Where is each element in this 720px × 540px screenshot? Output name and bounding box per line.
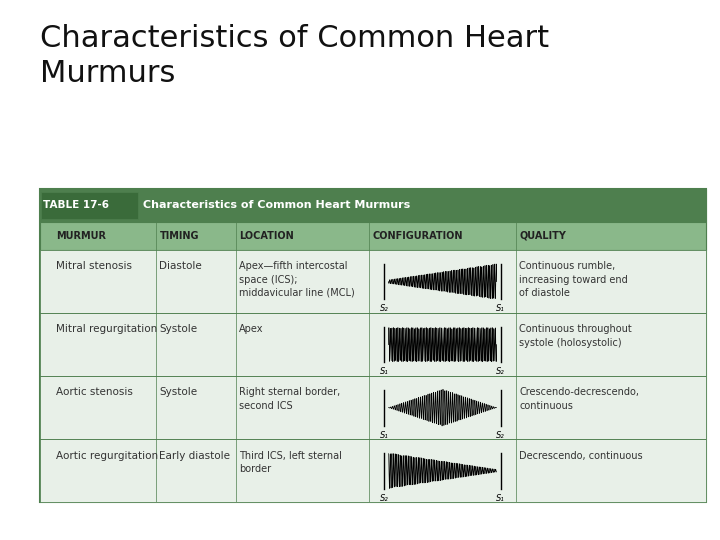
Text: S₂: S₂ <box>496 368 505 376</box>
Text: Continuous throughout
systole (holosystolic): Continuous throughout systole (holosysto… <box>519 325 632 348</box>
Text: S₂: S₂ <box>496 430 505 440</box>
Text: Apex—fifth intercostal
space (ICS);
middavicular line (MCL): Apex—fifth intercostal space (ICS); midd… <box>239 261 355 298</box>
Text: S₁: S₁ <box>380 430 389 440</box>
Text: Early diastole: Early diastole <box>160 450 230 461</box>
Text: Diastole: Diastole <box>160 261 202 272</box>
Text: S₂: S₂ <box>380 305 389 313</box>
Text: Aortic stenosis: Aortic stenosis <box>56 388 133 397</box>
Bar <box>41 192 138 219</box>
Text: Crescendo-decrescendo,
continuous: Crescendo-decrescendo, continuous <box>519 388 639 411</box>
Bar <box>40 222 706 250</box>
Text: Systole: Systole <box>160 325 197 334</box>
Text: LOCATION: LOCATION <box>239 231 294 241</box>
Text: MURMUR: MURMUR <box>56 231 107 241</box>
Text: Decrescendo, continuous: Decrescendo, continuous <box>519 450 643 461</box>
Text: Characteristics of Common Heart Murmurs: Characteristics of Common Heart Murmurs <box>143 200 410 211</box>
Text: QUALITY: QUALITY <box>519 231 566 241</box>
Bar <box>40 189 706 222</box>
Bar <box>40 376 706 439</box>
Text: CONFIGURATION: CONFIGURATION <box>373 231 463 241</box>
Text: Apex: Apex <box>239 325 264 334</box>
Bar <box>40 250 706 313</box>
Text: Continuous rumble,
increasing toward end
of diastole: Continuous rumble, increasing toward end… <box>519 261 628 298</box>
Text: Third ICS, left sternal
border: Third ICS, left sternal border <box>239 450 342 474</box>
Bar <box>40 439 706 502</box>
Text: S₂: S₂ <box>380 494 389 503</box>
Text: Right sternal border,
second ICS: Right sternal border, second ICS <box>239 388 341 411</box>
Text: Mitral regurgitation: Mitral regurgitation <box>56 325 158 334</box>
Text: TABLE 17-6: TABLE 17-6 <box>43 200 109 211</box>
Text: Mitral stenosis: Mitral stenosis <box>56 261 132 272</box>
Text: S₁: S₁ <box>380 368 389 376</box>
Text: Characteristics of Common Heart
Murmurs: Characteristics of Common Heart Murmurs <box>40 24 549 88</box>
Text: Aortic regurgitation: Aortic regurgitation <box>56 450 158 461</box>
Text: TIMING: TIMING <box>160 231 199 241</box>
Text: Systole: Systole <box>160 388 197 397</box>
Bar <box>40 313 706 376</box>
Text: S₁: S₁ <box>496 305 505 313</box>
Text: S₁: S₁ <box>496 494 505 503</box>
